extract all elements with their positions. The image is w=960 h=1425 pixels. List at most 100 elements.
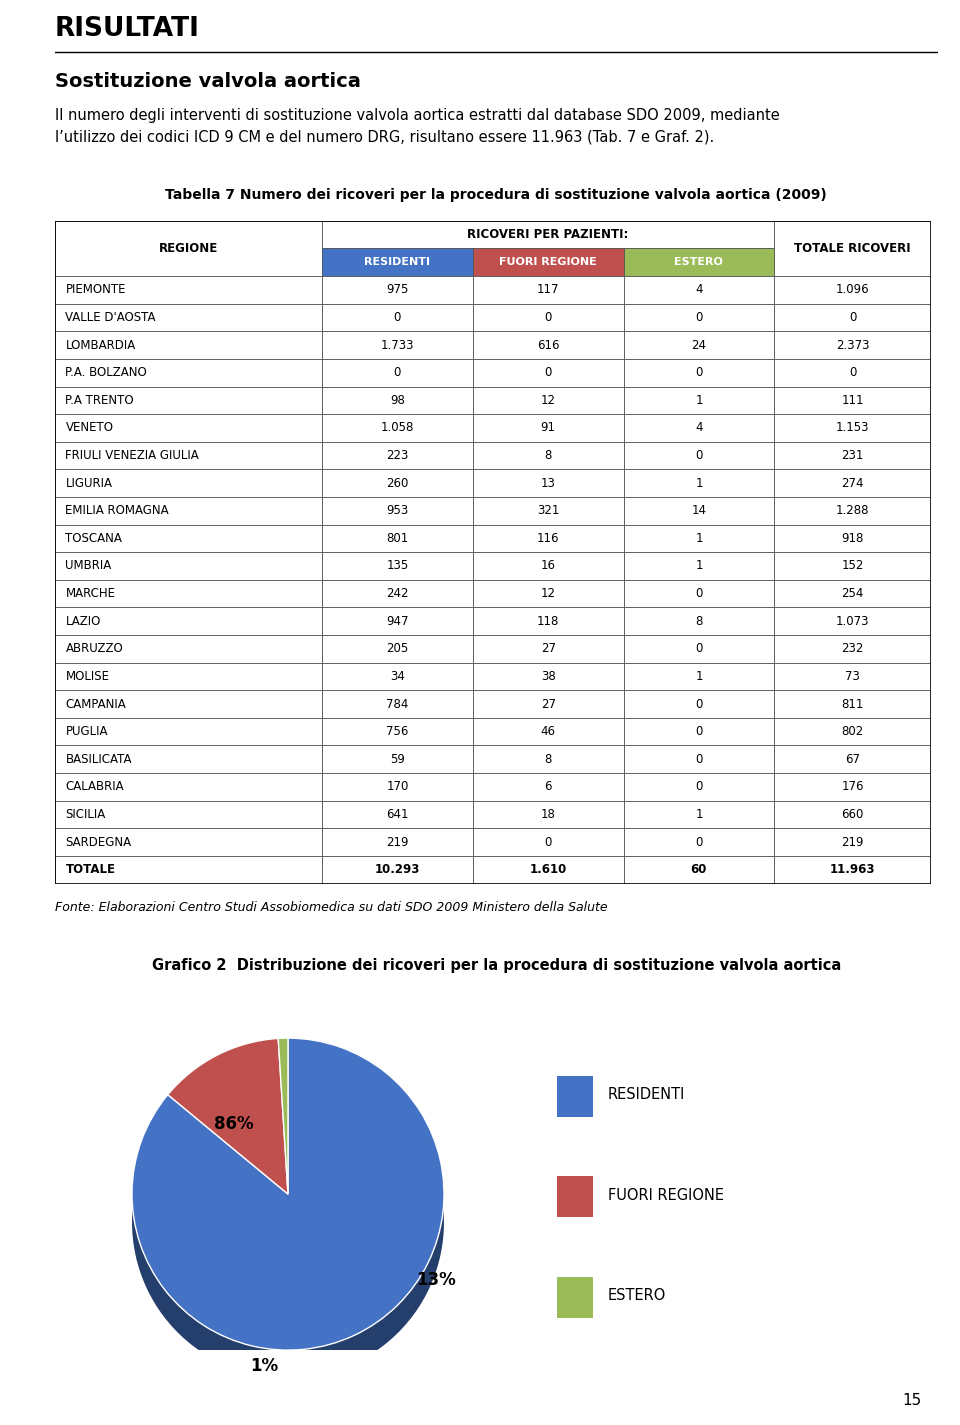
Text: UMBRIA: UMBRIA (65, 560, 111, 573)
Text: 1: 1 (695, 532, 703, 544)
Text: 12: 12 (540, 587, 556, 600)
Text: 784: 784 (386, 698, 409, 711)
Bar (55, 772, 322, 801)
Bar (624, 442, 775, 469)
Text: 0: 0 (695, 366, 703, 379)
Bar (473, 636, 624, 663)
Text: 176: 176 (842, 781, 864, 794)
Bar (55, 580, 322, 607)
Bar (775, 745, 931, 772)
Bar (322, 332, 473, 359)
Text: MARCHE: MARCHE (65, 587, 115, 600)
Bar (55, 636, 322, 663)
Text: RESIDENTI: RESIDENTI (365, 258, 430, 268)
Bar (322, 304, 473, 332)
Text: 254: 254 (842, 587, 864, 600)
Text: 135: 135 (386, 560, 409, 573)
Bar (624, 415, 775, 442)
Bar (322, 690, 473, 718)
Text: 14: 14 (691, 504, 707, 517)
Bar (55, 359, 322, 386)
Bar (775, 772, 931, 801)
Text: 116: 116 (537, 532, 560, 544)
Text: P.A TRENTO: P.A TRENTO (65, 393, 134, 406)
Bar (473, 386, 624, 415)
Bar (322, 497, 473, 524)
Text: 1.058: 1.058 (381, 422, 414, 435)
Text: 27: 27 (540, 643, 556, 656)
Bar (473, 497, 624, 524)
Text: 205: 205 (386, 643, 409, 656)
Text: TOSCANA: TOSCANA (65, 532, 122, 544)
Text: 98: 98 (390, 393, 405, 406)
Bar (55, 607, 322, 636)
Bar (557, 1076, 593, 1117)
Bar (55, 828, 322, 856)
Bar (775, 663, 931, 690)
Text: LIGURIA: LIGURIA (65, 477, 112, 490)
Text: 16: 16 (540, 560, 556, 573)
Text: 0: 0 (394, 366, 401, 379)
Text: RICOVERI PER PAZIENTI:: RICOVERI PER PAZIENTI: (468, 228, 629, 241)
Bar (55, 856, 322, 884)
Bar (775, 856, 931, 884)
Wedge shape (168, 1039, 288, 1194)
Text: 1.073: 1.073 (836, 614, 870, 627)
Bar (775, 442, 931, 469)
Text: 34: 34 (390, 670, 405, 683)
Text: 60: 60 (691, 864, 708, 876)
Text: 223: 223 (386, 449, 409, 462)
Text: LAZIO: LAZIO (65, 614, 101, 627)
Text: 0: 0 (695, 752, 703, 765)
Text: 10.293: 10.293 (374, 864, 420, 876)
Text: 73: 73 (846, 670, 860, 683)
Text: 219: 219 (842, 835, 864, 848)
Bar (322, 359, 473, 386)
Text: VENETO: VENETO (65, 422, 113, 435)
Text: 4: 4 (695, 284, 703, 296)
Text: BASILICATA: BASILICATA (65, 752, 132, 765)
Bar (473, 745, 624, 772)
Bar (775, 469, 931, 497)
Text: 616: 616 (537, 339, 560, 352)
Text: 756: 756 (386, 725, 409, 738)
Bar (473, 332, 624, 359)
Text: TOTALE RICOVERI: TOTALE RICOVERI (795, 242, 911, 255)
Bar (473, 442, 624, 469)
Bar (322, 636, 473, 663)
Bar (322, 386, 473, 415)
Bar (473, 607, 624, 636)
Bar (624, 469, 775, 497)
Bar (473, 524, 624, 553)
Wedge shape (132, 1037, 444, 1349)
Text: 1%: 1% (251, 1357, 278, 1375)
Text: 15: 15 (902, 1392, 922, 1408)
Text: 38: 38 (540, 670, 556, 683)
Bar (557, 1277, 593, 1318)
Text: 0: 0 (849, 311, 856, 323)
Text: 231: 231 (842, 449, 864, 462)
Bar (775, 580, 931, 607)
Bar (624, 663, 775, 690)
Text: 918: 918 (842, 532, 864, 544)
Text: 947: 947 (386, 614, 409, 627)
Text: 8: 8 (544, 752, 552, 765)
Text: 59: 59 (390, 752, 405, 765)
Bar (473, 856, 624, 884)
Bar (322, 607, 473, 636)
Bar (624, 332, 775, 359)
Bar (55, 442, 322, 469)
Bar (55, 801, 322, 828)
Text: 801: 801 (386, 532, 409, 544)
Text: 11.963: 11.963 (830, 864, 876, 876)
Wedge shape (278, 1037, 288, 1194)
Text: VALLE D'AOSTA: VALLE D'AOSTA (65, 311, 156, 323)
Bar (624, 524, 775, 553)
Text: ESTERO: ESTERO (608, 1288, 666, 1302)
Text: 1: 1 (695, 670, 703, 683)
Text: 8: 8 (695, 614, 703, 627)
Text: 8: 8 (544, 449, 552, 462)
Text: TOTALE: TOTALE (65, 864, 115, 876)
Bar (322, 801, 473, 828)
Text: 0: 0 (544, 311, 552, 323)
